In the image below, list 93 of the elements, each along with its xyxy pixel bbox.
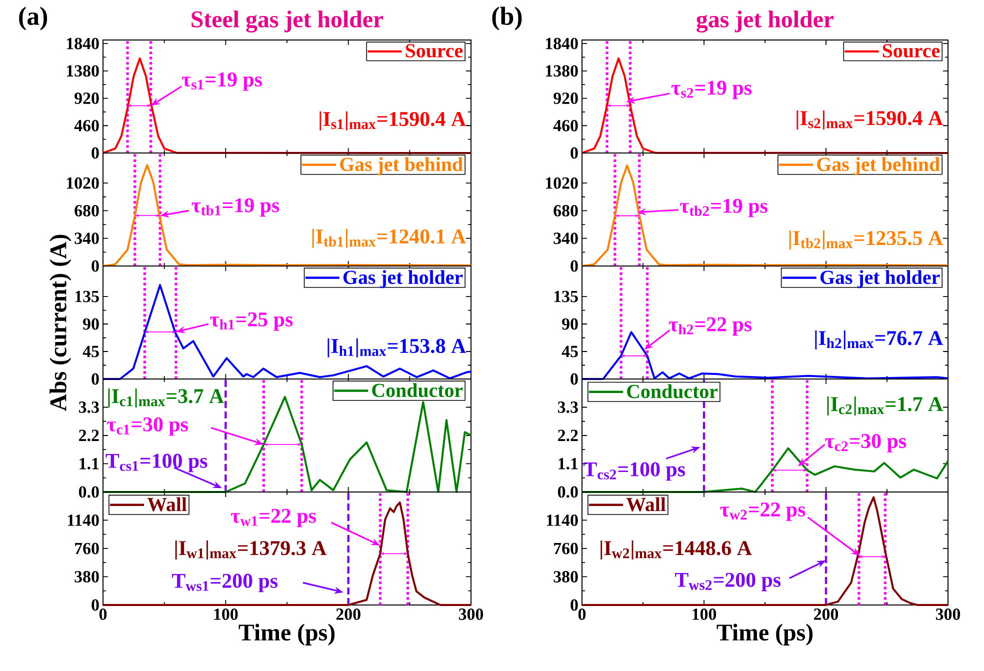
annotation: |I$_{tb2}$|$_{max}$=1235.5 A [789,230,943,250]
y-tick-label: 0 [570,599,578,611]
legend-label: Gas jet behind [817,157,940,176]
annotation: |I$_{c1}$|$_{max}$=3.7 A [108,388,224,408]
legend-label: Conductor [627,384,718,398]
text: (a) [19,6,48,30]
y-tick-label: 1.1 [80,458,99,470]
y-tick-label: 0 [92,260,99,272]
x-tick-label: 0 [99,608,107,620]
y-tick-label: 0 [92,147,99,159]
x-axis-title: Time (ps) [238,624,335,646]
y-tick-label: 0 [92,599,99,611]
annotation: T$_{ws1}$=200 ps [172,574,278,592]
annotation: T$_{cs2}$=100 ps [584,462,685,481]
y-tick-label: 0.0 [558,486,578,498]
y-tick-label: 760 [554,542,578,554]
text: Source [882,44,940,58]
text: (b) [492,6,522,30]
annotation: |I$_{s2}$|$_{max}$=1590.4 A [796,110,943,130]
y-tick-label: 380 [74,571,99,582]
text: Source [406,44,463,58]
y-tick-label: 135 [75,290,99,302]
x-tick-label: 0 [578,608,586,620]
y-tick-label: 2.2 [79,430,99,442]
y-tick-label: 680 [554,204,578,216]
y-tick-label: 1140 [68,514,99,526]
annotation: |I$_{w2}$|$_{max}$=1448.6 A [600,540,752,560]
annotation: |I$_{w1}$|$_{max}$=1379.3 A [175,540,326,560]
annotation: τ$_{tb1}$=19 ps [192,198,280,217]
annotation: τ$_{c2}$=30 ps [825,434,906,452]
y-tick-label: 0 [570,147,578,159]
text: Gas jet holder [820,270,940,288]
annotation: |I$_{tb1}$|$_{max}$=1240.1 A [312,228,466,248]
y-tick-label: 680 [74,204,99,216]
y-tick-label: 1140 [546,514,578,526]
annotation: τ$_{c1}$=30 ps [107,417,188,436]
y-tick-label: 920 [74,92,99,104]
y-tick-label: 2.2 [558,430,578,442]
y-axis-title: Abs (current) (A) [50,234,72,412]
y-tick-label: 1840 [66,38,99,50]
annotation: τ$_{h1}$=25 ps [210,312,293,331]
y-tick-label: 3.3 [78,402,99,413]
legend-label: Conductor [372,383,463,398]
x-tick-label: 200 [814,608,838,620]
y-tick-label: 920 [554,92,578,104]
annotation: τ$_{w1}$=22 ps [230,508,316,528]
line-series [581,57,950,154]
chart-title: gas jet holder [696,10,834,32]
annotation: |I$_{c2}$|$_{max}$=1.7 A [827,396,943,416]
y-tick-label: 45 [562,346,578,358]
annotation: τ$_{w2}$=22 ps [720,502,806,521]
y-tick-label: 1020 [546,177,578,189]
annotation: τ$_{h2}$=22 ps [669,317,752,336]
annotation: τ$_{s1}$=19 ps [182,72,262,91]
y-tick-label: 760 [75,542,99,554]
annotation: T$_{ws2}$=200 ps [675,572,781,592]
y-tick-label: 340 [554,232,578,244]
y-tick-label: 1380 [546,65,578,77]
annotation: |I$_{h1}$|$_{max}$=153.8 A [328,338,466,358]
y-tick-label: 0 [570,373,578,385]
y-tick-label: 340 [74,232,99,244]
legend-label: Wall [147,497,187,512]
chart-title: Steel gas jet holder [192,10,384,32]
y-tick-label: 0.0 [78,486,99,498]
annotation: τ$_{s2}$=19 ps [671,80,752,100]
y-tick-label: 135 [554,290,578,302]
y-tick-label: 45 [82,346,99,358]
x-tick-label: 300 [936,608,960,620]
line-series [102,57,472,154]
y-tick-label: 1380 [66,65,99,77]
y-tick-label: 0 [570,260,578,272]
y-tick-label: 90 [562,318,578,330]
y-tick-label: 1020 [66,177,99,189]
text: Gas jet holder [343,270,463,288]
x-axis-title: Time (ps) [716,624,813,646]
x-tick-label: 100 [214,608,238,620]
y-tick-label: 1840 [546,38,578,50]
y-tick-label: 1.1 [558,458,578,470]
y-tick-label: 460 [553,120,578,132]
annotation: |I$_{h2}$|$_{max}$=76.7 A [815,330,943,350]
annotation: T$_{cs1}$=100 ps [106,454,208,472]
y-tick-label: 460 [74,120,99,132]
x-tick-label: 200 [336,608,360,620]
legend-label: Gas jet behind [340,157,463,176]
y-tick-label: 3.3 [558,402,578,413]
annotation: |I$_{s1}$|$_{max}$=1590.4 A [320,111,466,130]
x-tick-label: 300 [458,608,484,620]
annotation: τ$_{tb2}$=19 ps [680,198,768,218]
y-tick-label: 0 [92,373,99,385]
y-tick-label: 380 [554,571,578,582]
y-tick-label: 90 [83,318,99,330]
x-tick-label: 100 [692,608,716,620]
legend-label: Wall [626,497,666,512]
